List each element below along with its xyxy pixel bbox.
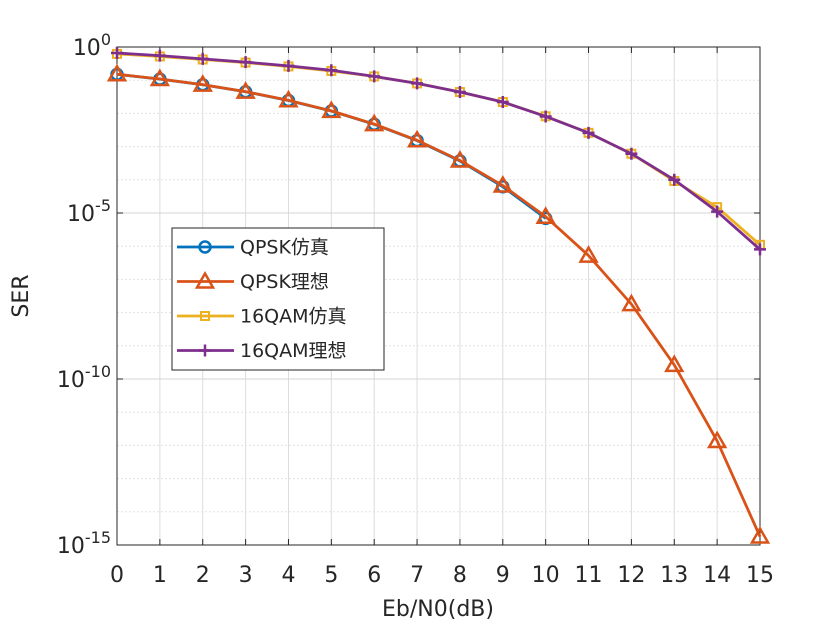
- legend-label: QPSK仿真: [240, 237, 329, 259]
- axes-box: [116, 46, 761, 546]
- marker: [153, 49, 166, 62]
- x-tick-label: 13: [660, 563, 688, 588]
- marker: [278, 89, 299, 108]
- y-axis-label: SER: [9, 274, 34, 317]
- marker: [496, 96, 509, 109]
- marker: [239, 56, 252, 69]
- x-tick-label: 3: [239, 563, 253, 588]
- marker: [621, 293, 642, 312]
- legend-marker: [200, 311, 210, 321]
- x-tick-label: 9: [496, 563, 510, 588]
- marker: [449, 149, 471, 168]
- y-tick-label: 10-15: [57, 528, 111, 560]
- legend-box: [171, 227, 385, 371]
- x-tick-label: 1: [153, 563, 167, 588]
- marker: [668, 173, 681, 186]
- marker: [453, 86, 466, 99]
- marker: [235, 81, 256, 99]
- marker: [325, 64, 338, 77]
- marker: [535, 206, 556, 224]
- marker: [282, 59, 295, 72]
- legend-marker: [198, 240, 212, 254]
- x-tick-label: 6: [367, 563, 381, 588]
- x-axis-label: Eb/N0(dB): [382, 597, 494, 622]
- marker: [492, 175, 513, 193]
- x-tick-label: 14: [703, 563, 731, 588]
- legend-label: QPSK理想: [240, 271, 329, 293]
- marker: [368, 70, 381, 83]
- x-tick-label: 4: [281, 563, 295, 588]
- marker: [539, 110, 552, 123]
- x-tick-label: 11: [575, 563, 603, 588]
- x-tick-label: 12: [617, 563, 645, 588]
- marker: [111, 46, 123, 59]
- marker: [664, 354, 685, 373]
- marker: [706, 430, 728, 449]
- marker: [321, 100, 342, 119]
- marker: [754, 243, 766, 256]
- x-tick-label: 5: [324, 563, 338, 588]
- marker: [411, 77, 424, 90]
- marker: [364, 113, 385, 132]
- marker: [149, 68, 171, 87]
- marker: [192, 74, 213, 92]
- x-tick-label: 2: [196, 563, 210, 588]
- x-tick-label: 7: [410, 563, 424, 588]
- y-tick-label: 100: [73, 30, 111, 62]
- x-tick-label: 15: [746, 563, 774, 588]
- marker: [578, 245, 599, 263]
- marker: [582, 126, 595, 139]
- marker: [711, 205, 724, 218]
- x-tick-label: 8: [453, 563, 467, 588]
- marker: [196, 52, 209, 65]
- legend-label: 16QAM理想: [240, 340, 347, 362]
- marker: [625, 147, 638, 160]
- series-line: [116, 51, 761, 251]
- marker: [749, 526, 771, 544]
- series-line: [116, 72, 762, 538]
- legend-label: 16QAM仿真: [240, 306, 347, 328]
- x-tick-label: 0: [110, 563, 124, 588]
- marker: [406, 129, 428, 148]
- y-tick-label: 10-5: [67, 196, 111, 228]
- legend-marker: [199, 344, 211, 357]
- legend-marker: [194, 270, 216, 289]
- x-tick-label: 10: [532, 563, 560, 588]
- y-tick-label: 10-10: [57, 362, 111, 394]
- marker: [106, 63, 128, 82]
